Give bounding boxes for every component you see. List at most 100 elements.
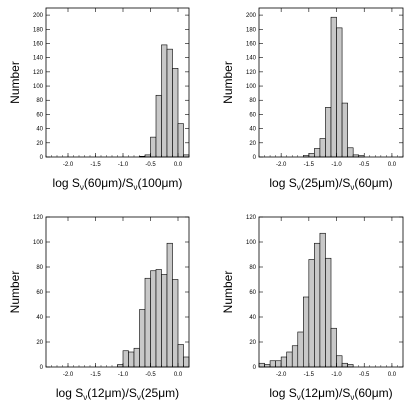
y-tick-label: 60 bbox=[36, 112, 43, 118]
y-tick-label: 60 bbox=[249, 290, 256, 296]
y-axis-label: Number bbox=[221, 61, 235, 104]
histogram-panel-1: 0 20 40 60 80 100 120 140 160 180 200 -2.0 -1.5 -1.0 -… bbox=[8, 7, 190, 192]
x-tick-label: -0.5 bbox=[359, 372, 370, 378]
x-tick-label: -1.5 bbox=[304, 162, 315, 168]
x-tick-label: -0.5 bbox=[145, 372, 156, 378]
x-axis-label: log Sν(12μm)/Sν(25μm) bbox=[56, 386, 179, 402]
x-tick-label: -1.5 bbox=[90, 162, 101, 168]
histogram-bar bbox=[325, 257, 332, 368]
histogram-bar bbox=[308, 259, 315, 368]
y-tick-label: 80 bbox=[36, 98, 43, 104]
histogram-bar bbox=[177, 123, 184, 158]
y-tick-label: 160 bbox=[246, 41, 257, 47]
x-tick-label: 0.0 bbox=[174, 372, 183, 378]
histogram-bar bbox=[166, 48, 173, 158]
y-tick-label: 100 bbox=[246, 240, 257, 246]
y-tick-label: 40 bbox=[36, 315, 43, 321]
histogram-bar bbox=[330, 327, 337, 368]
histogram-bar bbox=[161, 274, 168, 368]
y-tick-label: 120 bbox=[33, 70, 44, 76]
x-tick-label: 0.0 bbox=[388, 372, 397, 378]
y-tick-label: 80 bbox=[36, 265, 43, 271]
histogram-bar bbox=[308, 153, 315, 158]
histogram-bar bbox=[336, 355, 343, 368]
y-tick-label: 200 bbox=[246, 13, 257, 19]
histogram-bar bbox=[314, 148, 321, 158]
y-tick-label: 120 bbox=[33, 215, 44, 221]
y-tick-label: 160 bbox=[33, 41, 44, 47]
histogram-bar bbox=[286, 351, 293, 368]
y-axis-label: Number bbox=[8, 61, 22, 104]
histogram-bar bbox=[341, 102, 348, 158]
x-tick-label: -1.0 bbox=[118, 162, 129, 168]
y-tick-label: 0 bbox=[40, 365, 44, 371]
y-tick-label: 0 bbox=[253, 155, 257, 161]
y-tick-label: 40 bbox=[36, 127, 43, 133]
histogram-panel-2: 0 20 40 60 80 100 120 140 160 180 200 -2.0 -1.5 -1.0 -… bbox=[221, 7, 404, 192]
histogram-bar bbox=[291, 345, 299, 368]
histogram-bar bbox=[341, 362, 348, 368]
x-tick-label: 0.0 bbox=[174, 162, 183, 168]
x-axis-label: log Sν(25μm)/Sν(60μm) bbox=[269, 176, 392, 192]
x-tick-label: -1.5 bbox=[304, 372, 315, 378]
histogram-bar bbox=[269, 360, 276, 368]
y-tick-label: 40 bbox=[249, 315, 256, 321]
histogram-bar bbox=[258, 362, 265, 368]
histogram-bar bbox=[150, 136, 157, 158]
y-tick-label: 180 bbox=[246, 27, 257, 33]
y-tick-label: 20 bbox=[249, 340, 256, 346]
y-tick-label: 100 bbox=[33, 240, 44, 246]
histogram-bar bbox=[330, 16, 337, 158]
histogram-bar bbox=[303, 296, 310, 368]
histogram-bar bbox=[347, 147, 354, 158]
x-tick-label: -1.0 bbox=[118, 372, 129, 378]
y-tick-label: 200 bbox=[33, 13, 44, 19]
histogram-bar bbox=[139, 309, 146, 368]
y-tick-label: 80 bbox=[249, 98, 256, 104]
x-tick-label: -2.0 bbox=[63, 162, 74, 168]
histogram-bar bbox=[133, 347, 140, 368]
y-tick-label: 80 bbox=[249, 265, 256, 271]
histogram-bar bbox=[275, 360, 282, 368]
histogram-bar bbox=[314, 242, 321, 368]
histogram-bar bbox=[161, 44, 168, 158]
y-tick-label: 20 bbox=[249, 141, 256, 147]
y-tick-label: 20 bbox=[36, 340, 43, 346]
x-tick-label: -2.0 bbox=[63, 372, 74, 378]
histogram-bar bbox=[172, 68, 179, 158]
histogram-bar bbox=[150, 270, 157, 368]
y-tick-label: 100 bbox=[33, 84, 44, 90]
x-tick-label: -2.0 bbox=[276, 162, 287, 168]
histogram-bar bbox=[144, 277, 151, 368]
x-tick-label: -2.0 bbox=[276, 372, 287, 378]
histogram-bar bbox=[280, 356, 287, 368]
histogram-bar bbox=[172, 279, 179, 368]
histogram-bar bbox=[177, 344, 184, 368]
histogram-panel-3: 0 20 40 60 80 100 120 -2.0 -1.5 -1.0 -0.5 0.0 Number… bbox=[8, 215, 190, 402]
x-axis-label: log Sν(60μm)/Sν(100μm) bbox=[53, 176, 183, 192]
y-tick-label: 20 bbox=[36, 141, 43, 147]
histogram-bar bbox=[325, 107, 332, 158]
histogram-bar bbox=[319, 138, 326, 158]
y-tick-label: 60 bbox=[36, 290, 43, 296]
histogram-bar bbox=[155, 269, 162, 368]
histogram-bar bbox=[297, 331, 304, 368]
x-axis-label: log Sν(12μm)/Sν(60μm) bbox=[269, 386, 392, 402]
x-tick-label: -1.5 bbox=[90, 372, 101, 378]
x-tick-label: -1.0 bbox=[331, 372, 342, 378]
y-tick-label: 40 bbox=[249, 127, 256, 133]
histogram-bar bbox=[155, 94, 162, 158]
y-axis-label: Number bbox=[8, 271, 22, 314]
y-tick-label: 0 bbox=[253, 365, 257, 371]
histogram-panel-4: 0 20 40 60 80 100 120 -2.0 -1.5 -1.0 -0.5 0.0 Number… bbox=[221, 215, 404, 402]
y-tick-label: 140 bbox=[33, 56, 44, 62]
y-tick-label: 180 bbox=[33, 27, 44, 33]
x-tick-label: 0.0 bbox=[388, 162, 397, 168]
histogram-bar bbox=[166, 242, 173, 368]
y-tick-label: 120 bbox=[246, 215, 257, 221]
histogram-bar bbox=[336, 27, 343, 158]
x-tick-label: -0.5 bbox=[145, 162, 156, 168]
y-tick-label: 140 bbox=[246, 56, 257, 62]
histogram-bar bbox=[122, 350, 129, 368]
